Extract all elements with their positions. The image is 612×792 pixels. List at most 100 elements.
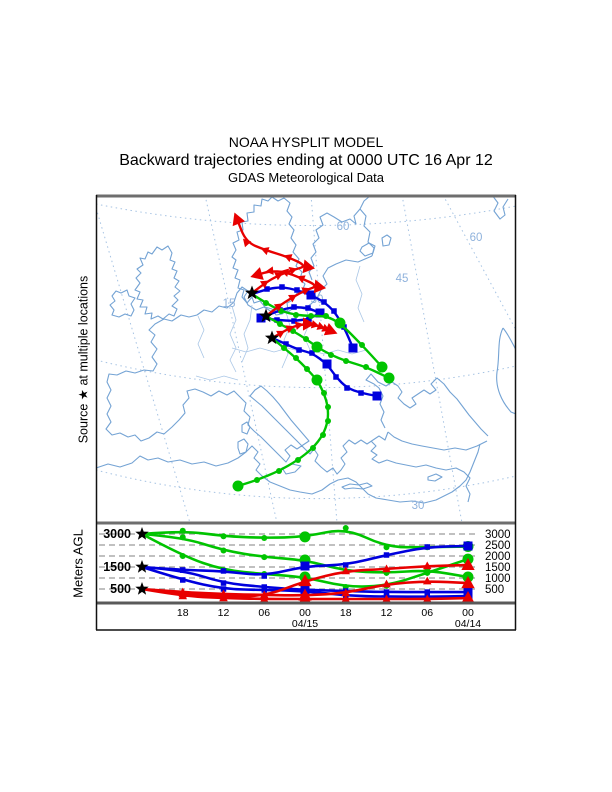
circle-marker: [281, 345, 287, 351]
square-marker: [463, 541, 473, 551]
triangle-marker: [461, 591, 475, 603]
square-marker: [305, 305, 311, 311]
coast-corsica: [241, 421, 251, 435]
square-marker: [343, 562, 349, 568]
time-axis-label: 18: [340, 607, 352, 619]
circle-marker: [179, 553, 186, 559]
triangle-marker: [298, 592, 312, 603]
triangle-marker: [313, 279, 327, 294]
square-marker: [309, 350, 315, 356]
square-marker: [279, 284, 285, 290]
country-borders: [195, 265, 367, 381]
border-line: [355, 265, 365, 323]
coast-arctic: [492, 196, 509, 220]
triangle-marker: [232, 212, 246, 227]
border-line: [241, 304, 253, 363]
triangle-marker: [301, 287, 311, 296]
border-line: [197, 315, 205, 359]
square-marker: [274, 317, 280, 323]
square-marker: [383, 589, 390, 595]
triangle-marker: [382, 579, 391, 588]
profile-right-axis-label: 2500: [485, 540, 511, 552]
square-marker: [220, 568, 227, 574]
coast-finland: [308, 196, 371, 281]
circle-marker: [304, 366, 310, 372]
triangle-marker: [298, 574, 312, 587]
border-line: [229, 305, 237, 373]
square-marker: [220, 586, 227, 592]
map-graticule: [97, 196, 515, 522]
coastlines: [97, 196, 515, 504]
profile-series: [140, 525, 475, 603]
coast-blacksea: [365, 373, 489, 437]
circle-marker: [277, 321, 283, 327]
circle-marker: [293, 355, 299, 361]
circle-marker: [261, 554, 268, 561]
square-marker: [331, 308, 337, 314]
square-marker: [358, 390, 364, 396]
square-marker: [306, 290, 316, 300]
square-marker: [306, 316, 312, 322]
coast-mainland: [105, 255, 389, 475]
graticule-label: 45: [396, 273, 409, 285]
triangle-marker: [422, 561, 432, 570]
square-marker: [424, 589, 430, 595]
square-marker: [261, 573, 267, 579]
circle-marker: [359, 342, 365, 348]
time-axis-label: 12: [218, 607, 230, 619]
triangle-marker: [260, 247, 270, 256]
triangle-marker: [288, 294, 297, 303]
square-marker: [348, 343, 358, 353]
border-line: [231, 347, 303, 353]
square-marker: [291, 318, 297, 324]
profile-left-axis-label: 3000: [103, 527, 131, 541]
square-marker: [283, 341, 289, 347]
square-marker: [321, 299, 327, 305]
circle-marker: [179, 527, 186, 534]
traj-red-2-line: [255, 270, 316, 318]
triangle-marker: [296, 275, 306, 284]
agl-blue-1: [140, 541, 473, 579]
plot-frame: [95, 194, 517, 631]
triangle-marker: [341, 566, 351, 575]
square-marker: [261, 587, 267, 593]
profile-right-axis-label: 1000: [485, 573, 511, 585]
meridian-line: [442, 196, 515, 330]
square-marker: [294, 287, 300, 293]
circle-marker: [254, 477, 260, 483]
source-star-icon: [264, 330, 280, 345]
coast-scandinavia: [231, 196, 306, 316]
triangle-marker: [302, 317, 315, 331]
source-star-icon: [244, 285, 260, 300]
profile-start-star-icon: [135, 527, 149, 540]
time-axis-label: 18: [177, 607, 189, 619]
source-star-icon: [258, 308, 274, 323]
date-axis-label: 04/14: [455, 618, 481, 630]
circle-marker: [321, 390, 327, 396]
plot-title: Backward trajectories ending at 0000 UTC…: [119, 152, 493, 169]
circle-marker: [308, 313, 314, 319]
triangle-marker: [259, 280, 269, 289]
triangle-marker: [178, 591, 188, 600]
met-data-subtitle: GDAS Meteorological Data: [227, 170, 385, 185]
triangle-marker: [219, 589, 228, 598]
square-marker: [291, 304, 297, 310]
circle-marker: [299, 531, 311, 543]
circle-marker: [328, 352, 334, 358]
square-marker: [424, 544, 430, 550]
triangle-marker: [323, 322, 338, 336]
time-axis-label: 12: [381, 607, 393, 619]
profile-start-star-icon: [135, 582, 149, 595]
triangle-marker: [382, 564, 391, 573]
lake-onega: [381, 234, 392, 247]
meridian-line: [310, 196, 338, 522]
square-marker: [372, 391, 382, 401]
agl-red-2: [140, 576, 475, 601]
triangle-marker: [461, 558, 475, 571]
circle-marker: [424, 569, 431, 576]
coast-caspian: [496, 327, 515, 415]
square-marker: [256, 313, 266, 323]
square-marker: [383, 552, 390, 558]
